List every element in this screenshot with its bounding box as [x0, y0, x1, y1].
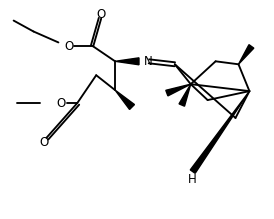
Polygon shape [190, 91, 249, 173]
Polygon shape [179, 84, 191, 106]
Text: O: O [40, 136, 49, 149]
Text: O: O [64, 40, 74, 53]
Polygon shape [115, 58, 139, 65]
Text: N: N [144, 55, 153, 68]
Polygon shape [115, 90, 135, 110]
Polygon shape [166, 84, 191, 96]
Text: O: O [96, 8, 106, 21]
Text: O: O [56, 97, 65, 110]
Polygon shape [238, 45, 254, 64]
Text: H: H [188, 173, 197, 186]
